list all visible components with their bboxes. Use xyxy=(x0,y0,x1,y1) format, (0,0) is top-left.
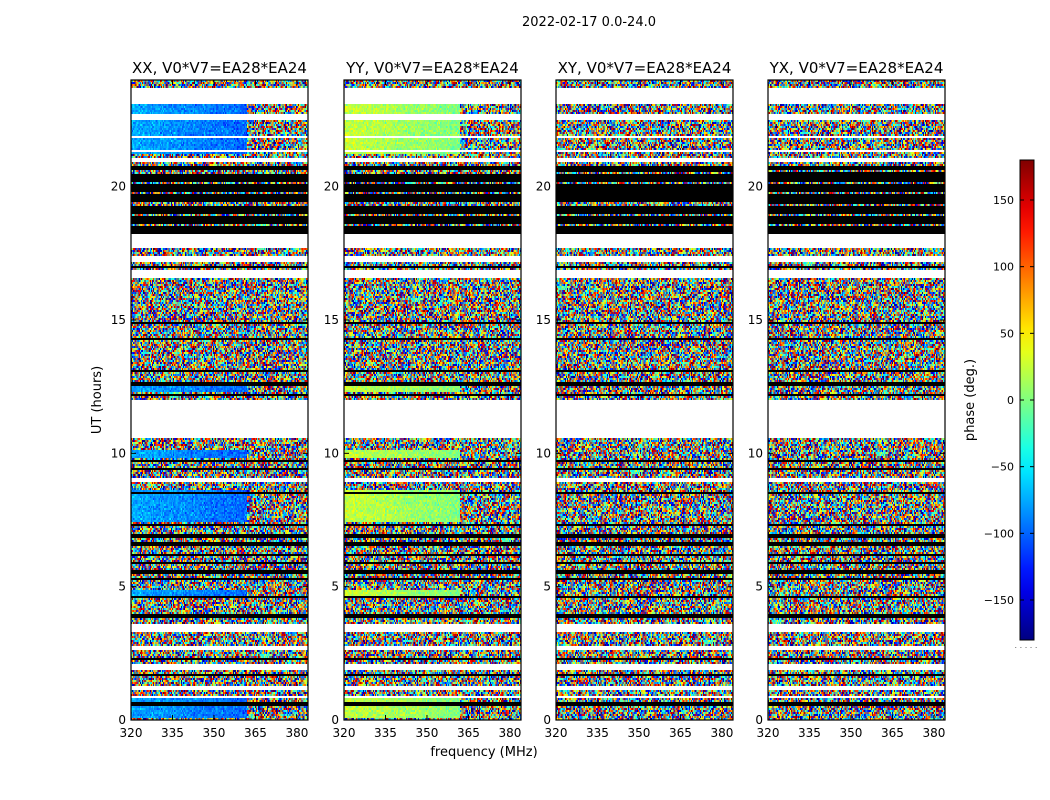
y-tick-label: 10 xyxy=(111,446,126,460)
y-tick-label: 20 xyxy=(324,180,339,194)
panel-4: YX, V0*V7=EA28*EA24 320 335 350 365 380 0 5 10 15… xyxy=(748,59,946,740)
x-tick-label: 365 xyxy=(244,726,267,740)
y-tick-label: 15 xyxy=(748,313,763,327)
panel-title: XX, V0*V7=EA28*EA24 xyxy=(132,59,307,77)
x-tick-label: 350 xyxy=(203,726,226,740)
x-tick-label: 335 xyxy=(161,726,184,740)
panel-frame xyxy=(130,79,309,721)
x-tick-label: 335 xyxy=(374,726,397,740)
y-tick-label: 0 xyxy=(543,713,551,727)
y-tick-label: 10 xyxy=(748,446,763,460)
x-tick-label: 320 xyxy=(120,726,143,740)
colorbar-tick-label: 0 xyxy=(1007,394,1014,407)
y-tick-label: 15 xyxy=(536,313,551,327)
colorbar-tick-label: −50 xyxy=(991,461,1014,474)
colorbar-tick-label: −150 xyxy=(984,594,1014,607)
panel-frame xyxy=(767,79,946,721)
y-tick-label: 5 xyxy=(755,580,763,594)
y-tick-label: 0 xyxy=(118,713,126,727)
y-tick-label: 20 xyxy=(536,180,551,194)
y-tick-label: 0 xyxy=(755,713,763,727)
panel-title: YX, V0*V7=EA28*EA24 xyxy=(769,59,944,77)
panel-3: XY, V0*V7=EA28*EA24 320 335 350 365 380 0 5 10 15… xyxy=(536,59,734,740)
colorbar-tick-label: 100 xyxy=(993,261,1014,274)
colorbar-tick-label: 50 xyxy=(1000,327,1014,340)
y-tick-label: 20 xyxy=(111,180,126,194)
colorbar-tick-label: −100 xyxy=(984,527,1014,540)
x-tick-label: 350 xyxy=(840,726,863,740)
x-tick-label: 380 xyxy=(285,726,308,740)
x-tick-label: 365 xyxy=(881,726,904,740)
y-tick-label: 10 xyxy=(536,446,551,460)
heatmap-raster xyxy=(556,80,733,720)
x-tick-label: 365 xyxy=(669,726,692,740)
heatmap-raster xyxy=(768,80,945,720)
y-tick-label: 5 xyxy=(543,580,551,594)
y-tick-label: 10 xyxy=(324,446,339,460)
panel-title: YY, V0*V7=EA28*EA24 xyxy=(345,59,519,77)
x-tick-label: 380 xyxy=(922,726,945,740)
y-tick-label: 15 xyxy=(324,313,339,327)
figure-title: 2022-02-17 0.0-24.0 xyxy=(522,15,656,30)
x-tick-label: 350 xyxy=(628,726,651,740)
x-tick-label: 320 xyxy=(333,726,356,740)
x-tick-label: 335 xyxy=(798,726,821,740)
heatmap-panels: XX, V0*V7=EA28*EA24 320 335 350 365 380 0 5 10 15… xyxy=(111,59,946,740)
colorbar-extra-marks: . . . . . xyxy=(1015,641,1038,650)
colorbar-tick-label: 150 xyxy=(993,194,1014,207)
panel-2: YY, V0*V7=EA28*EA24 320 335 350 365 380 0 5 10 15… xyxy=(324,59,522,740)
panel-frame xyxy=(343,79,522,721)
y-axis-label: UT (hours) xyxy=(90,366,105,434)
y-tick-label: 20 xyxy=(748,180,763,194)
panel-frame xyxy=(555,79,734,721)
x-tick-label: 335 xyxy=(586,726,609,740)
colorbar-label: phase (deg.) xyxy=(963,359,978,441)
colorbar: 150 100 50 0 −50 −100 −150 xyxy=(984,159,1035,641)
x-tick-label: 320 xyxy=(545,726,568,740)
x-tick-label: 320 xyxy=(757,726,780,740)
y-tick-label: 15 xyxy=(111,313,126,327)
panel-title: XY, V0*V7=EA28*EA24 xyxy=(558,59,732,77)
heatmap-raster xyxy=(344,80,521,720)
panel-1: XX, V0*V7=EA28*EA24 320 335 350 365 380 0 5 10 15… xyxy=(111,59,309,740)
y-tick-label: 5 xyxy=(118,580,126,594)
x-tick-label: 350 xyxy=(416,726,439,740)
x-tick-label: 380 xyxy=(710,726,733,740)
x-axis-label: frequency (MHz) xyxy=(430,745,537,760)
heatmap-raster xyxy=(131,80,308,720)
y-tick-label: 5 xyxy=(331,580,339,594)
y-tick-label: 0 xyxy=(331,713,339,727)
x-tick-label: 365 xyxy=(457,726,480,740)
x-tick-label: 380 xyxy=(498,726,521,740)
